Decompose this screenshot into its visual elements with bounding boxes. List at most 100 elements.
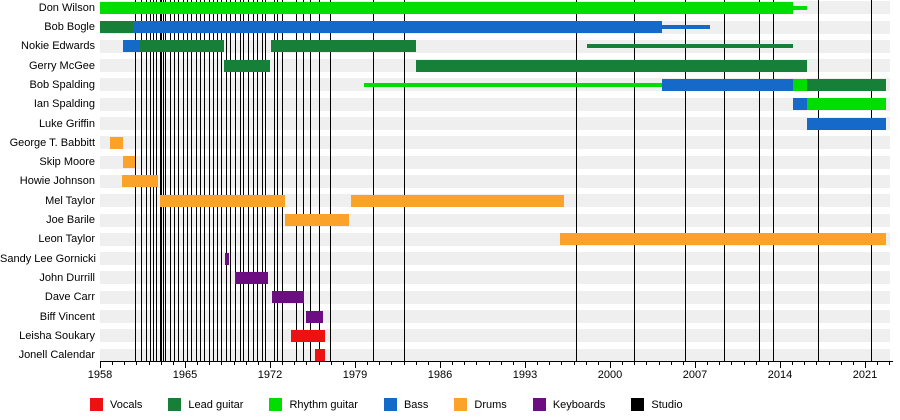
studio-album-marker-line — [330, 0, 331, 361]
studio-album-marker-line — [230, 0, 231, 361]
x-axis-major-tick — [440, 362, 441, 368]
studio-album-marker-line — [221, 0, 222, 361]
timeline-bar-rhythm — [806, 98, 886, 111]
timeline-bar-lead — [140, 40, 224, 53]
x-axis-minor-tick — [537, 362, 538, 365]
studio-album-marker-line — [818, 0, 819, 361]
studio-album-marker-line — [240, 0, 241, 361]
timeline-row-stripe — [100, 271, 890, 285]
studio-album-marker-line — [277, 0, 278, 361]
timeline-bar-lead — [415, 59, 807, 72]
legend-label: Drums — [474, 398, 507, 411]
studio-album-marker-line — [404, 0, 405, 361]
x-axis-minor-tick — [501, 362, 502, 365]
studio-album-marker-line — [319, 0, 320, 361]
x-axis-minor-tick — [161, 362, 162, 365]
x-axis-minor-tick — [829, 362, 830, 365]
x-axis-tick-label: 2014 — [767, 369, 793, 381]
timeline-bar-bass — [662, 78, 794, 91]
member-name-label: Biff Vincent — [39, 310, 95, 323]
x-axis-minor-tick — [804, 362, 805, 365]
member-name-label: Jonell Calendar — [18, 349, 95, 362]
member-name-label: John Durrill — [39, 271, 95, 284]
x-axis-minor-tick — [464, 362, 465, 365]
timeline-bar-lead — [271, 40, 416, 53]
x-axis-minor-tick — [671, 362, 672, 365]
x-axis-tick-label: 2000 — [597, 369, 623, 381]
x-axis-minor-tick — [428, 362, 429, 365]
studio-album-marker-line — [170, 0, 171, 361]
studio-album-marker-line — [310, 0, 311, 361]
timeline-bar-keyboards — [306, 310, 324, 323]
legend-swatch-vocals — [90, 398, 103, 411]
studio-album-marker-line — [165, 0, 166, 361]
x-axis-tick-label: 1972 — [257, 369, 283, 381]
x-axis-major-tick — [610, 362, 611, 368]
x-axis-minor-tick — [331, 362, 332, 365]
x-axis-minor-tick — [707, 362, 708, 365]
x-axis-tick-label: 1979 — [342, 369, 368, 381]
studio-album-marker-line — [161, 0, 162, 361]
x-axis-minor-tick — [731, 362, 732, 365]
x-axis-minor-tick — [319, 362, 320, 365]
x-axis-minor-tick — [112, 362, 113, 365]
timeline-bar-lead — [806, 78, 886, 91]
studio-album-marker-line — [303, 0, 304, 361]
legend-item-rhythm: Rhythm guitar — [269, 398, 358, 411]
x-axis-minor-tick — [124, 362, 125, 365]
timeline-bar-drums — [159, 194, 285, 207]
legend-label: Keyboards — [552, 398, 606, 411]
timeline-row-stripe — [100, 348, 890, 362]
studio-album-marker-line — [724, 0, 725, 361]
studio-album-marker-line — [226, 0, 227, 361]
timeline-bar-lead — [223, 59, 270, 72]
x-axis-minor-tick — [197, 362, 198, 365]
timeline-row-stripe — [100, 290, 890, 304]
x-axis-minor-tick — [768, 362, 769, 365]
studio-album-marker-line — [685, 0, 686, 361]
x-axis-major-tick — [695, 362, 696, 368]
timeline-bar-drums — [109, 136, 124, 149]
member-name-label: Leon Taylor — [38, 233, 95, 246]
member-name-label: Gerry McGee — [28, 59, 95, 72]
x-axis-minor-tick — [404, 362, 405, 365]
x-axis-minor-tick — [756, 362, 757, 365]
studio-album-marker-line — [204, 0, 205, 361]
x-axis-major-tick — [100, 362, 101, 368]
studio-album-marker-line — [634, 0, 635, 361]
x-axis-minor-tick — [416, 362, 417, 365]
timeline-bar-rhythm — [363, 82, 663, 87]
timeline-bar-bass — [662, 25, 710, 29]
x-axis-major-tick — [270, 362, 271, 368]
member-name-label: Howie Johnson — [19, 175, 95, 188]
x-axis-minor-tick — [149, 362, 150, 365]
x-axis-tick-label: 1993 — [512, 369, 538, 381]
timeline-bar-drums — [284, 214, 349, 226]
x-axis-major-tick — [525, 362, 526, 368]
x-axis-minor-tick — [391, 362, 392, 365]
x-axis-minor-tick — [659, 362, 660, 365]
x-axis-minor-tick — [173, 362, 174, 365]
member-name-label: Dave Carr — [44, 291, 95, 304]
x-axis-minor-tick — [549, 362, 550, 365]
x-axis-minor-tick — [877, 362, 878, 365]
x-axis-minor-tick — [294, 362, 295, 365]
x-axis-tick-label: 1958 — [87, 369, 113, 381]
legend-item-bass: Bass — [383, 398, 428, 411]
x-axis-tick-label: 1965 — [172, 369, 198, 381]
x-axis-minor-tick — [816, 362, 817, 365]
x-axis-minor-tick — [234, 362, 235, 365]
member-name-label: Bob Spalding — [29, 78, 95, 91]
studio-album-marker-line — [253, 0, 254, 361]
x-axis-minor-tick — [258, 362, 259, 365]
x-axis-major-tick — [865, 362, 866, 368]
x-axis-minor-tick — [379, 362, 380, 365]
x-axis-minor-tick — [136, 362, 137, 365]
timeline-bar-drums — [121, 175, 159, 188]
x-axis-minor-tick — [719, 362, 720, 365]
studio-album-marker-line — [296, 0, 297, 361]
member-name-label: George T. Babbitt — [9, 136, 95, 149]
studio-album-marker-line — [373, 0, 374, 361]
timeline-bar-rhythm — [793, 78, 807, 91]
